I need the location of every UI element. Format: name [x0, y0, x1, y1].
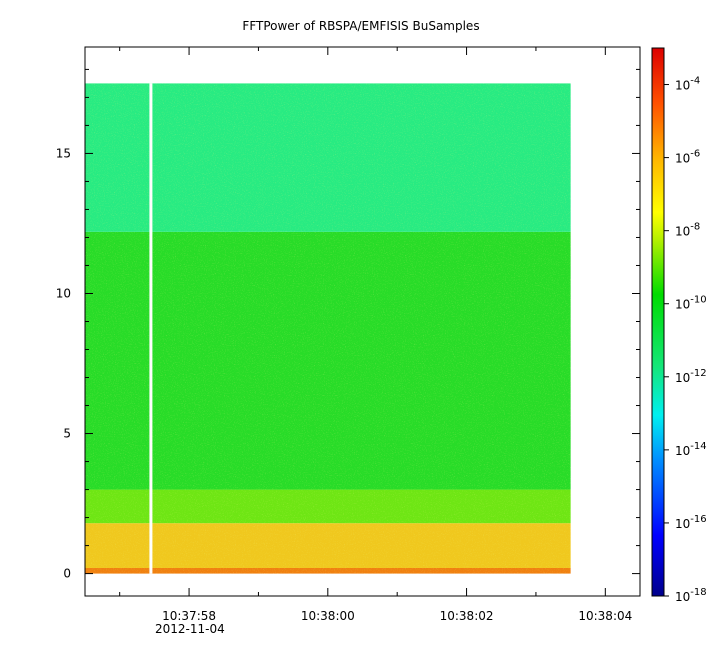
- colorbar-tick-label-6: 10-16: [675, 514, 707, 531]
- colorbar-tick-label-5: 10-14: [675, 441, 707, 458]
- colorbar-tick-label-7: 10-18: [675, 587, 707, 604]
- y-axis: 0 5 10 15: [56, 68, 640, 581]
- colorbar-tick-label-1: 10-6: [675, 149, 700, 166]
- y-tick-label-2: 10: [56, 286, 71, 300]
- x-tick-label-2: 10:38:02: [440, 609, 494, 623]
- plot-area: [84, 46, 641, 597]
- colorbar-tick-label-0: 10-4: [675, 76, 700, 93]
- colorbar-tick-label-3: 10-10: [675, 295, 707, 312]
- colorbar-tick-label-2: 10-8: [675, 222, 700, 239]
- data-gap-line: [149, 83, 153, 574]
- chart-title: FFTPower of RBSPA/EMFISIS BuSamples: [242, 19, 479, 33]
- y-tick-label-1: 5: [63, 427, 71, 441]
- x-tick-label-0: 10:37:58: [162, 609, 216, 623]
- colorbar-tick-label-4: 10-12: [675, 368, 707, 385]
- colorbar-frame: [651, 47, 665, 597]
- x-tick-label-3: 10:38:04: [578, 609, 632, 623]
- colorbar: 10-4 10-6 10-8 10-10 10-12 10-14 10-16 10-18: [651, 47, 707, 604]
- spectrogram-noise: [85, 83, 571, 574]
- colorbar-gradient: [652, 48, 664, 596]
- y-tick-label-0: 0: [63, 567, 71, 581]
- date-label: 2012-11-04: [155, 622, 225, 636]
- x-axis: 10:37:58 10:38:00 10:38:02 10:38:04: [119, 47, 632, 623]
- x-tick-label-1: 10:38:00: [301, 609, 355, 623]
- colorbar-ticks: 10-4 10-6 10-8 10-10 10-12 10-14 10-16 10-18: [664, 76, 707, 604]
- y-tick-label-3: 15: [56, 146, 71, 160]
